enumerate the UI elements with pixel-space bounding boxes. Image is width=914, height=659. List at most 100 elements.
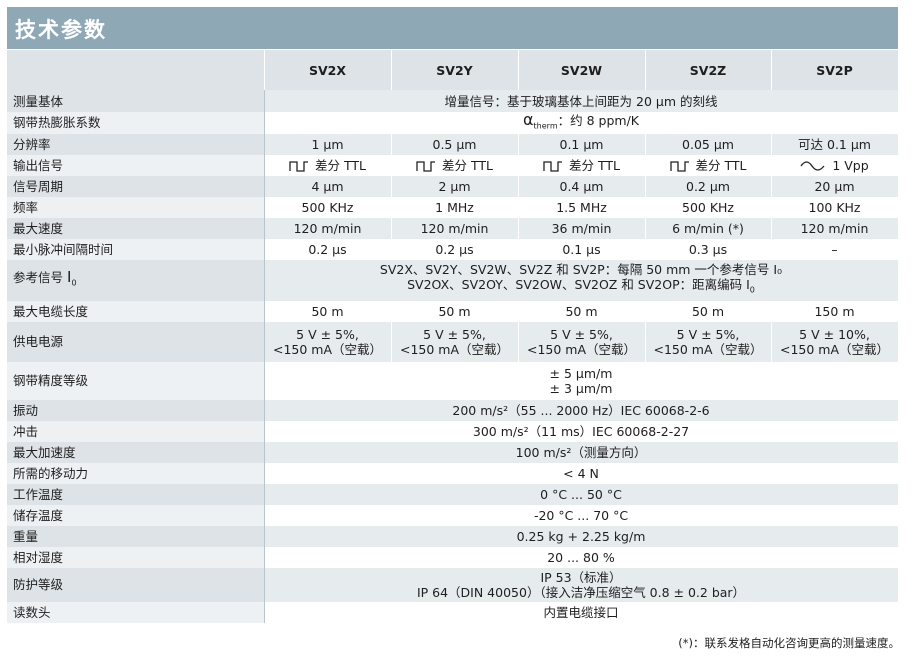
row-value: -20 °C ... 70 °C xyxy=(264,504,899,526)
row-label: 冲击 xyxy=(7,420,265,442)
reference-symbol: I xyxy=(67,267,72,286)
cell-value: 1 µm xyxy=(264,133,392,155)
row-value: 0.25 kg + 2.25 kg/m xyxy=(264,525,899,547)
model-header: SV2X xyxy=(264,50,392,90)
row-label: 分辨率 xyxy=(7,133,265,155)
table-row: 钢带精度等级 ± 5 µm/m ± 3 µm/m xyxy=(7,361,899,400)
reference-subscript: 0 xyxy=(71,278,77,288)
table-row: 工作温度 0 °C ... 50 °C xyxy=(7,483,899,505)
cell-value: 100 KHz xyxy=(771,196,899,218)
table-row: 冲击 300 m/s²（11 ms）IEC 60068-2-27 xyxy=(7,420,899,442)
cell-value: 1 Vpp xyxy=(771,154,899,176)
cell-value: 50 m xyxy=(391,300,519,322)
table-row: 钢带热膨胀系数 αtherm：约 8 ppm/K xyxy=(7,112,899,134)
row-value: 0 °C ... 50 °C xyxy=(264,483,899,505)
cell-value: 0.2 µs xyxy=(264,238,392,260)
row-label: 振动 xyxy=(7,399,265,421)
square-wave-icon xyxy=(543,161,562,172)
table-row: 相对湿度 20 ... 80 % xyxy=(7,546,899,568)
cell-value: 0.3 µs xyxy=(645,238,772,260)
table-row: 最小脉冲间隔时间 0.2 µs 0.2 µs 0.1 µs 0.3 µs – xyxy=(7,238,899,260)
cell-value: – xyxy=(771,238,899,260)
table-row: 重量 0.25 kg + 2.25 kg/m xyxy=(7,525,899,547)
row-label: 工作温度 xyxy=(7,483,265,505)
row-label: 读数头 xyxy=(7,601,265,623)
row-label: 供电电源 xyxy=(7,321,265,362)
power-current: <150 mA（空载） xyxy=(526,341,637,357)
output-label: 1 Vpp xyxy=(832,157,869,173)
alpha-symbol: α xyxy=(523,112,534,129)
cell-value: 120 m/min xyxy=(771,217,899,239)
table-row: 输出信号 差分 TTL 差分 TTL 差分 TTL 差分 TTL 1 Vpp xyxy=(7,154,899,176)
cell-value: 差分 TTL xyxy=(391,154,519,176)
power-current: <150 mA（空载） xyxy=(653,341,763,357)
row-label: 信号周期 xyxy=(7,175,265,197)
table-row: 参考信号 I0 SV2X、SV2Y、SV2W、SV2Z 和 SV2P：每隔 50… xyxy=(7,259,899,301)
cell-value: 差分 TTL xyxy=(518,154,646,176)
row-value: αtherm：约 8 ppm/K xyxy=(264,112,899,134)
power-current: <150 mA（空载） xyxy=(272,341,383,357)
output-label: 差分 TTL xyxy=(569,157,620,173)
row-label: 输出信号 xyxy=(7,154,265,176)
alpha-subscript: therm xyxy=(533,121,558,131)
row-label: 最小脉冲间隔时间 xyxy=(7,238,265,260)
cell-value: 5 V ± 10%, <150 mA（空载） xyxy=(771,321,899,362)
cell-value: 差分 TTL xyxy=(645,154,772,176)
cell-value: 20 µm xyxy=(771,175,899,197)
reference-line-1: SV2X、SV2Y、SV2W、SV2Z 和 SV2P：每隔 50 mm 一个参考… xyxy=(379,262,783,278)
spec-table: SV2X SV2Y SV2W SV2Z SV2P 测量基体 增量信号：基于玻璃基… xyxy=(7,50,899,623)
table-row: 防护等级 IP 53（标准） IP 64（DIN 40050）（接入洁净压缩空气… xyxy=(7,567,899,602)
header-row: SV2X SV2Y SV2W SV2Z SV2P xyxy=(7,50,899,90)
power-voltage: 5 V ± 5%, xyxy=(676,326,740,342)
power-current: <150 mA（空载） xyxy=(399,341,510,357)
power-voltage: 5 V ± 5%, xyxy=(550,326,613,342)
row-value: 200 m/s²（55 ... 2000 Hz）IEC 60068-2-6 xyxy=(264,399,899,421)
power-voltage: 5 V ± 5%, xyxy=(423,326,486,342)
cell-value: 2 µm xyxy=(391,175,519,197)
cell-value: 0.2 µm xyxy=(645,175,772,197)
table-row: 信号周期 4 µm 2 µm 0.4 µm 0.2 µm 20 µm xyxy=(7,175,899,197)
table-row: 最大加速度 100 m/s²（测量方向） xyxy=(7,441,899,463)
square-wave-icon xyxy=(289,161,308,172)
table-row: 频率 500 KHz 1 MHz 1.5 MHz 500 KHz 100 KHz xyxy=(7,196,899,218)
page-title: 技术参数 xyxy=(15,18,107,42)
cell-value: 0.4 µm xyxy=(518,175,646,197)
cell-value: 50 m xyxy=(518,300,646,322)
model-header: SV2P xyxy=(771,50,899,90)
page-title-bar: 技术参数 xyxy=(7,7,898,49)
cell-value: 5 V ± 5%, <150 mA（空载） xyxy=(518,321,646,362)
output-label: 差分 TTL xyxy=(315,157,366,173)
row-value: 增量信号：基于玻璃基体上间距为 20 µm 的刻线 xyxy=(264,90,899,112)
sine-wave-icon xyxy=(800,161,825,171)
row-label: 所需的移动力 xyxy=(7,462,265,484)
row-label: 储存温度 xyxy=(7,504,265,526)
row-label: 防护等级 xyxy=(7,567,265,602)
power-voltage: 5 V ± 5%, xyxy=(296,326,359,342)
row-label: 最大加速度 xyxy=(7,441,265,463)
reference-label: 参考信号 xyxy=(13,269,64,285)
accuracy-line-2: ± 3 µm/m xyxy=(549,380,613,396)
output-label: 差分 TTL xyxy=(442,157,493,173)
cell-value: 5 V ± 5%, <150 mA（空载） xyxy=(391,321,519,362)
row-value: ± 5 µm/m ± 3 µm/m xyxy=(264,361,899,400)
cell-value: 4 µm xyxy=(264,175,392,197)
output-label: 差分 TTL xyxy=(695,157,747,173)
row-label: 钢带精度等级 xyxy=(7,361,265,400)
cell-value: 可达 0.1 µm xyxy=(771,133,899,155)
cell-value: 5 V ± 5%, <150 mA（空载） xyxy=(264,321,392,362)
row-label: 最大速度 xyxy=(7,217,265,239)
power-voltage: 5 V ± 10%, xyxy=(799,326,870,342)
cell-value: 50 m xyxy=(645,300,772,322)
row-label: 频率 xyxy=(7,196,265,218)
row-label: 相对湿度 xyxy=(7,546,265,568)
cell-value: 0.2 µs xyxy=(391,238,519,260)
cell-value: 50 m xyxy=(264,300,392,322)
row-value: 20 ... 80 % xyxy=(264,546,899,568)
cell-value: 500 KHz xyxy=(264,196,392,218)
table-row: 供电电源 5 V ± 5%, <150 mA（空载） 5 V ± 5%, <150 … xyxy=(7,321,899,362)
cell-value: 120 m/min xyxy=(264,217,392,239)
row-label: 钢带热膨胀系数 xyxy=(7,112,265,134)
row-value: 300 m/s²（11 ms）IEC 60068-2-27 xyxy=(264,420,899,442)
cell-value: 0.1 µs xyxy=(518,238,646,260)
protection-line-2: IP 64（DIN 40050）（接入洁净压缩空气 0.8 ± 0.2 bar） xyxy=(416,584,746,600)
